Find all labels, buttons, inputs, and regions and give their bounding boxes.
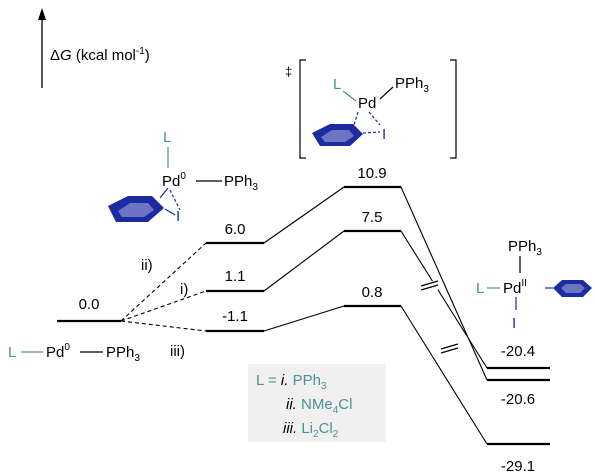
energy-ii-ts: 10.9 (357, 165, 386, 182)
svg-text:PPh3: PPh3 (395, 75, 429, 95)
svg-text:PdII: PdII (503, 278, 527, 297)
y-axis-arrow-icon (38, 8, 46, 20)
svg-text:PPh3: PPh3 (224, 173, 258, 193)
svg-text:iii. Li2Cl2: iii. Li2Cl2 (283, 420, 339, 440)
reactant-structure: L Pd0 PPh3 (8, 342, 140, 364)
svg-text:L = i. PPh3: L = i. PPh3 (256, 372, 327, 392)
y-axis: ΔG (kcal mol-1) (38, 8, 150, 88)
ligand-legend: L = i. PPh3 ii. NMe4Cl iii. Li2Cl2 (248, 364, 386, 442)
transition-state-structure: ‡ L Pd PPh3 I (285, 59, 457, 159)
aryne-ring-icon (108, 196, 164, 222)
pathway-labels: ii) i) iii) (141, 257, 188, 360)
energy-start: 0.0 (79, 296, 100, 313)
svg-text:L: L (476, 280, 484, 297)
svg-text:Pd0: Pd0 (162, 171, 186, 190)
energy-iii-ts: 0.8 (362, 284, 383, 301)
energy-iii-prod: -29.1 (501, 458, 535, 475)
svg-text:L: L (8, 344, 16, 361)
energy-i-ts: 7.5 (362, 209, 383, 226)
product-aryl-ring-icon (553, 280, 592, 297)
axis-break-marks (420, 280, 459, 354)
product-structure: PPh3 L PdII I (476, 238, 592, 332)
ligand-label: L (163, 129, 171, 146)
energy-levels (57, 185, 550, 446)
svg-text:PPh3: PPh3 (106, 344, 140, 364)
svg-text:L: L (333, 76, 341, 93)
double-dagger-icon: ‡ (285, 64, 292, 79)
svg-text:Pd: Pd (358, 95, 376, 112)
energy-iii-int: -1.1 (222, 308, 248, 325)
svg-text:ii. NMe4Cl: ii. NMe4Cl (286, 396, 352, 416)
energy-ii-prod: -20.4 (501, 343, 535, 360)
svg-text:I: I (176, 208, 180, 225)
energy-values: 0.0 6.0 1.1 -1.1 10.9 7.5 0.8 -20.4 -20.… (79, 165, 536, 475)
pathway-label-ii: ii) (141, 257, 153, 274)
energy-ii-int: 6.0 (225, 221, 246, 238)
pathway-label-iii: iii) (170, 343, 185, 360)
pathway-label-i: i) (180, 281, 188, 298)
y-axis-label: ΔG (kcal mol-1) (50, 46, 150, 64)
svg-text:I: I (382, 126, 386, 143)
ts-aryne-ring-icon (312, 124, 363, 146)
svg-text:I: I (512, 315, 516, 332)
energy-i-int: 1.1 (225, 268, 246, 285)
svg-text:PPh3: PPh3 (508, 238, 542, 258)
svg-text:Pd0: Pd0 (46, 342, 70, 361)
intermediate-structure: L Pd0 PPh3 I (108, 129, 258, 225)
energy-i-prod: -20.6 (501, 391, 535, 408)
connectors (120, 186, 488, 445)
